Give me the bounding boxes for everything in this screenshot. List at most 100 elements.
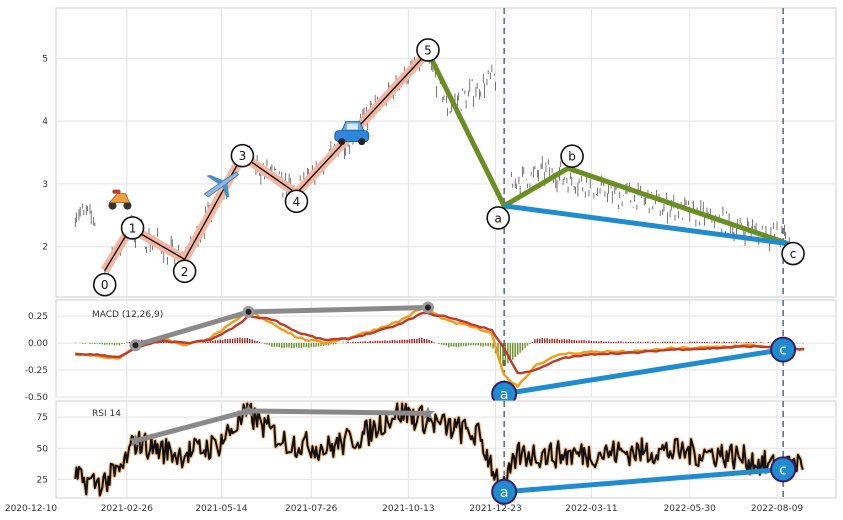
wave-label-5: 5	[416, 38, 440, 62]
scooter-wheel	[123, 201, 132, 210]
trough-label-a: a	[491, 478, 518, 505]
wave-label-circle	[120, 216, 145, 240]
macd-y-tick-labels: 0.25 0.00 -0.25 -0.50	[25, 312, 49, 403]
rsi-y-tick-labels: 75 50 25	[37, 413, 49, 485]
y-tick-label: 0.00	[28, 339, 48, 349]
y-tick-label: -0.25	[25, 366, 48, 376]
wave-label-text: 3	[239, 149, 247, 163]
x-tick-label: 2021-05-14	[195, 504, 248, 514]
car-icon	[334, 121, 370, 146]
airplane-wing	[222, 182, 230, 198]
wave-label-4: 4	[284, 189, 309, 214]
wave-label-circle	[781, 241, 805, 266]
wave-label-0: 0	[92, 272, 117, 297]
wave-label-text: 0	[101, 278, 109, 292]
wave-label-text: 4	[293, 195, 301, 209]
macd-histogram	[74, 337, 804, 366]
wave-label-circle	[416, 38, 440, 62]
scooter-icon	[108, 189, 132, 210]
a-c-trendline	[503, 203, 789, 247]
wave-label-text: b	[568, 150, 576, 164]
wave-label-text: c	[790, 247, 797, 261]
wave-label-text: 1	[129, 221, 137, 235]
macd-signal-line	[75, 311, 805, 375]
car-wheel	[358, 138, 366, 146]
wave-label-text: 2	[181, 265, 189, 279]
y-tick-label: 3	[42, 180, 48, 190]
price-y-tick-labels: 2 3 4 5	[42, 54, 48, 252]
trough-label-circle	[770, 336, 797, 363]
y-tick-label: 2	[42, 243, 48, 253]
wave-label-circle	[284, 189, 309, 214]
y-tick-label: 25	[37, 475, 48, 485]
x-tick-label: 2020-12-10	[5, 504, 58, 514]
macd-divergence-dot	[245, 308, 252, 315]
car-window	[346, 123, 358, 130]
trough-label-c: c	[770, 336, 797, 363]
wave-label-a: a	[486, 206, 510, 230]
rsi-divergence-star	[241, 403, 256, 417]
wave-label-circle	[172, 259, 197, 284]
macd-divergence-dot	[132, 342, 139, 349]
macd-divergence-dot	[424, 304, 431, 311]
macd-annotations: ac	[129, 301, 797, 407]
rsi-divergence-star	[421, 406, 435, 420]
rsi-line	[74, 402, 804, 497]
trough-label-c: c	[770, 456, 797, 483]
price-gridlines	[56, 8, 836, 297]
trough-label-text: c	[779, 343, 787, 359]
y-tick-label: -0.50	[25, 393, 49, 403]
wave-label-c: c	[781, 241, 805, 266]
trough-label-circle	[770, 456, 797, 483]
scooter-wheel	[108, 201, 117, 210]
macd-lines	[75, 305, 805, 389]
rsi-title: RSI 14	[92, 409, 121, 419]
x-tick-label: 2022-08-09	[751, 504, 804, 514]
trough-label-text: c	[779, 462, 787, 478]
y-tick-label: 0.25	[28, 312, 48, 322]
rsi-line	[73, 401, 805, 498]
wave-label-text: 5	[424, 43, 432, 57]
wave-label-b: b	[560, 144, 584, 169]
y-tick-label: 4	[42, 117, 48, 127]
price-icons	[108, 121, 370, 210]
wave-label-circle	[230, 143, 255, 168]
trough-label-text: a	[500, 485, 509, 501]
x-tick-label: 2021-10-13	[382, 504, 434, 514]
wave-label-circle	[92, 272, 117, 297]
x-tick-label: 2022-05-30	[664, 504, 717, 514]
trough-label-text: a	[500, 387, 509, 403]
wave-label-circle	[560, 144, 584, 169]
macd-title: MACD (12,26,9)	[92, 310, 163, 320]
wave-label-text: a	[494, 211, 501, 225]
airplane-icon	[203, 171, 239, 198]
airplane-wing	[206, 174, 225, 184]
price-wave-labels: 0 1 2 3 4 5 a b c	[92, 38, 805, 297]
x-tick-label: 2021-07-26	[285, 504, 338, 514]
x-tick-label: 2021-12-23	[469, 504, 521, 514]
wave-label-3: 3	[230, 143, 255, 168]
price-panel: 2 3 4 5 0 1 2 3 4 5 a b c	[42, 7, 837, 298]
x-tick-labels: 2020-12-10 2021-02-26 2021-05-14 2021-07-26…	[5, 504, 804, 514]
scooter-seat	[112, 189, 121, 194]
rsi-divergence-star	[128, 433, 143, 447]
a-c-trendline	[503, 347, 784, 397]
car-wheel	[338, 138, 346, 146]
x-tick-label: 2022-03-11	[565, 504, 617, 514]
wave-label-2: 2	[172, 259, 197, 284]
airplane-fuselage	[203, 171, 239, 198]
wave-label-1: 1	[120, 216, 145, 240]
scooter-body	[108, 193, 131, 204]
rsi-annotations: ac	[128, 403, 797, 505]
y-tick-label: 75	[37, 413, 48, 423]
a-c-trendline	[503, 466, 784, 495]
trough-label-circle	[491, 478, 518, 505]
y-tick-label: 5	[42, 54, 48, 64]
corrective-wave-line	[425, 50, 789, 246]
y-tick-label: 50	[37, 444, 49, 454]
wave-label-circle	[486, 206, 510, 230]
x-tick-label: 2021-02-26	[101, 504, 154, 514]
macd-panel: 0.250.00-0.25-0.50 ac MACD (12,26,9)	[25, 299, 837, 407]
